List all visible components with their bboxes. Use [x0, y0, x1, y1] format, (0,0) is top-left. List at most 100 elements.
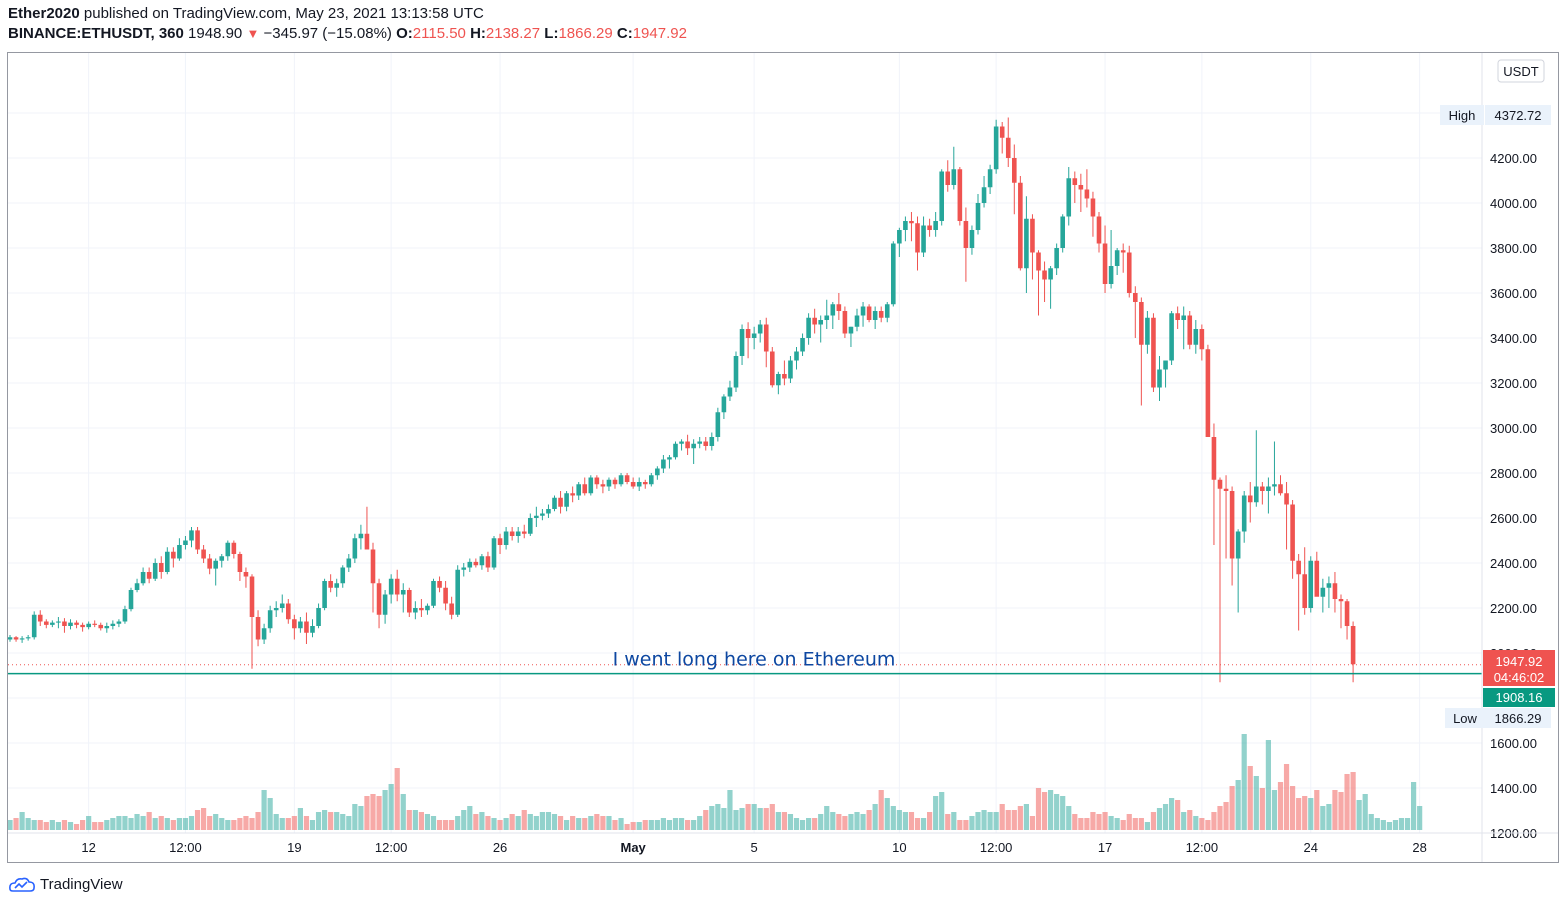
volume-bar: [334, 812, 340, 830]
volume-bar: [1048, 790, 1054, 830]
candle: [509, 527, 515, 541]
volume-bar: [243, 816, 249, 830]
volume-bar: [751, 804, 757, 830]
volume-bar: [1217, 806, 1223, 830]
candle: [993, 119, 999, 174]
volume-bar: [104, 820, 110, 830]
volume-bar: [352, 804, 358, 830]
candle: [927, 218, 932, 237]
candle: [1266, 477, 1271, 514]
volume-bar: [80, 820, 86, 830]
volume-bar: [914, 818, 921, 830]
low-value: 1866.29: [558, 25, 613, 42]
volume-bar: [388, 784, 394, 830]
candle: [1338, 594, 1344, 629]
volume-bar: [666, 820, 673, 830]
candle: [1126, 245, 1132, 298]
volume-bar: [1332, 790, 1338, 830]
volume-bar: [600, 816, 606, 830]
volume-bar: [1126, 814, 1132, 830]
candle: [1272, 441, 1277, 496]
volume-bar: [473, 814, 479, 830]
candle: [1332, 572, 1338, 613]
volume-bar: [134, 814, 140, 830]
candle: [600, 479, 606, 494]
volume-bar: [775, 812, 781, 830]
publisher-name[interactable]: Ether2020: [8, 5, 80, 22]
candle: [1326, 576, 1332, 608]
volume-bar: [787, 814, 794, 830]
price-tick-label: 2400.00: [1490, 556, 1537, 571]
last-price-tag: [1483, 650, 1555, 686]
candle: [1308, 556, 1314, 613]
candle: [649, 473, 654, 487]
candle: [570, 486, 575, 503]
currency-label[interactable]: USDT: [1503, 64, 1538, 79]
volume-bar: [467, 806, 473, 830]
candle: [915, 216, 920, 271]
currency-badge[interactable]: [1497, 59, 1545, 83]
volume-bar: [757, 808, 763, 830]
volume-bar: [225, 820, 231, 830]
volume-bar: [570, 816, 576, 830]
time-tick-label: 26: [493, 840, 507, 855]
candle: [25, 635, 31, 641]
price-tick-label: 3800.00: [1490, 241, 1537, 256]
candle: [37, 610, 43, 626]
volume-bar: [951, 812, 957, 830]
candle: [636, 477, 642, 491]
volume-bar: [818, 814, 824, 830]
volume-bar: [1090, 812, 1096, 830]
candle: [140, 567, 146, 586]
candle: [667, 455, 672, 469]
volume-bar: [1344, 774, 1350, 830]
volume-bar: [557, 816, 564, 830]
volume-bar: [418, 812, 424, 830]
candle: [1290, 500, 1295, 579]
candle: [13, 636, 19, 642]
volume-bar: [1404, 818, 1411, 830]
volume-bar: [872, 804, 878, 830]
volume-bar: [697, 816, 703, 830]
volume-bar: [340, 814, 346, 830]
candle: [177, 538, 182, 561]
chart-frame[interactable]: I went long here on Ethereum 1200.00 1400.…: [7, 52, 1559, 863]
volume-bar: [1011, 810, 1017, 830]
volume-bar: [733, 810, 739, 830]
volume-bar: [1241, 734, 1247, 830]
volume-bar: [213, 814, 219, 830]
candle: [866, 304, 872, 323]
volume-bar: [799, 820, 806, 830]
time-tick-label: 10: [892, 840, 906, 855]
candle: [1260, 482, 1265, 505]
change-value: −345.97 (−15.08%): [263, 25, 392, 42]
time-tick-label: 12:00: [1186, 840, 1219, 855]
candle: [685, 434, 690, 455]
volume-bar: [267, 798, 273, 830]
volume-bar: [1175, 800, 1181, 830]
candle: [19, 636, 25, 643]
volume-bar: [1138, 818, 1144, 830]
volume-bar: [999, 804, 1005, 830]
volume-bar: [394, 768, 400, 830]
volume-bar: [939, 792, 945, 830]
candle: [394, 569, 400, 602]
candle: [733, 351, 739, 392]
footer-brand[interactable]: TradingView: [8, 875, 123, 893]
annotation-text[interactable]: I went long here on Ethereum: [613, 649, 896, 671]
volume-bar: [660, 818, 666, 830]
candle: [655, 466, 660, 480]
volume-bar: [927, 812, 933, 830]
volume-bar: [1417, 806, 1423, 830]
volume-bar: [382, 790, 388, 830]
volume-bar: [164, 818, 170, 830]
candle: [1072, 171, 1078, 203]
candle: [310, 619, 315, 638]
volume-bar: [49, 820, 55, 830]
price-tick-label: 3600.00: [1490, 286, 1537, 301]
candle: [1157, 356, 1162, 401]
volume-bar: [527, 814, 533, 830]
price-chart[interactable]: I went long here on Ethereum1200.001400.…: [8, 53, 1558, 862]
volume-bar: [19, 812, 25, 830]
candle: [443, 581, 448, 611]
